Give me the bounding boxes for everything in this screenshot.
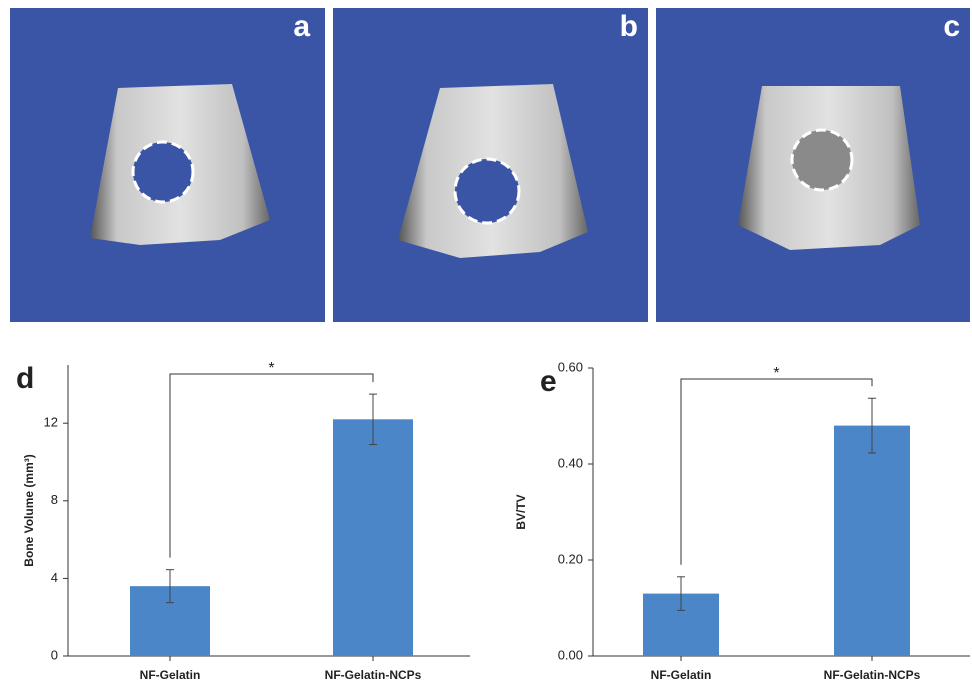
annotation: * [268, 360, 274, 377]
annotation: * [773, 365, 779, 382]
y-tick-label: 12 [44, 415, 58, 430]
defect [133, 142, 193, 202]
page: {"panels": [{"label": "a"}, {"label": "b… [0, 0, 972, 685]
x-tick-label: NF-Gelatin-NCPs [325, 668, 422, 682]
panel-label: e [540, 365, 557, 398]
y-tick-label: 0.40 [558, 455, 583, 470]
x-tick-label: NF-Gelatin [140, 668, 201, 682]
y-tick-label: 0.00 [558, 647, 583, 662]
panel-a: a [10, 8, 325, 322]
panel-label: c [943, 10, 960, 43]
y-tick-label: 4 [51, 570, 58, 585]
y-tick-label: 0.60 [558, 359, 583, 374]
panel-label: b [620, 10, 638, 43]
panel-label: d [16, 362, 34, 395]
figure: a b c d Bone Volume (mm³) 0 4 8 12 NF-Gelatin N… [0, 0, 972, 685]
bar [333, 419, 413, 656]
y-axis-label: BV/TV [514, 494, 528, 529]
y-tick-label: 8 [51, 492, 58, 507]
bar [834, 426, 910, 656]
x-tick-label: NF-Gelatin [651, 668, 712, 682]
panel-label: a [293, 10, 310, 43]
panel-c: c [656, 8, 970, 322]
y-tick-label: 0 [51, 647, 58, 662]
x-tick-label: NF-Gelatin-NCPs [824, 668, 921, 682]
y-tick-label: 0.20 [558, 551, 583, 566]
defect [455, 159, 519, 223]
panel-b: b [333, 8, 648, 322]
y-axis-label: Bone Volume (mm³) [22, 454, 36, 566]
defect [792, 130, 852, 190]
